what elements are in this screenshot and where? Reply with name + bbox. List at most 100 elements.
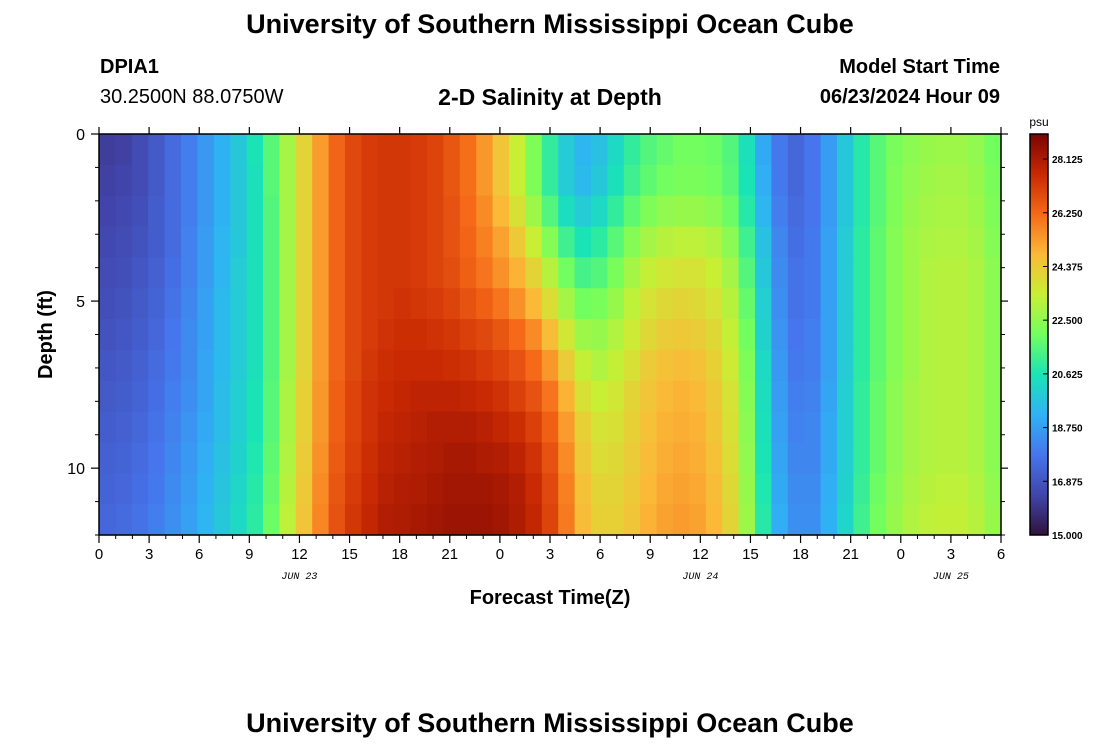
heatmap-cell [591,349,608,382]
heatmap-cell [640,504,658,536]
heatmap-cell [656,411,674,444]
heatmap-cell [525,226,543,258]
heatmap-cell [771,442,789,474]
heatmap-cell [148,195,166,228]
heatmap-cell [492,380,510,413]
heatmap-cell [869,442,887,474]
heatmap-cell [131,380,149,413]
heatmap-cell [459,349,477,382]
heatmap-cell [722,442,740,474]
heatmap-cell [541,257,559,289]
heatmap-cell [361,411,379,444]
heatmap-cell [640,349,658,382]
heatmap-cell [689,288,707,320]
heatmap-cell [263,195,280,228]
heatmap-cell [377,226,395,258]
heatmap-cell [886,226,904,258]
heatmap-cell [295,195,313,228]
heatmap-cell [394,380,412,413]
heatmap-cell [673,134,690,166]
heatmap-cell [804,473,822,505]
heatmap-cell [771,380,789,413]
heatmap-cell [984,319,1002,351]
heatmap-cell [722,504,740,536]
heatmap-cell [394,411,412,444]
heatmap-cell [410,257,428,289]
heatmap-cell [181,442,198,474]
heatmap-cell [377,134,395,166]
heatmap-cell [673,319,690,351]
heatmap-cell [213,504,231,536]
y-tick-label: 10 [67,461,85,478]
heatmap-cell [705,411,723,444]
heatmap-cell [509,442,526,474]
heatmap-cell [541,134,559,166]
heatmap-cell [722,473,740,505]
heatmap-cell [509,319,526,351]
heatmap-cell [148,319,166,351]
heatmap-cell [837,442,854,474]
heatmap-cell [115,319,133,351]
station-coordinates: 30.2500N 88.0750W [100,86,284,108]
heatmap-cell [230,288,248,320]
heatmap-cell [345,380,362,413]
heatmap-cell [591,226,608,258]
date-label: JUN 24 [682,572,718,583]
heatmap-cell [427,134,444,166]
heatmap-cell [148,134,166,166]
x-tick-label: 3 [947,546,955,563]
heatmap-cell [131,257,149,289]
heatmap-cell [181,504,198,536]
heatmap-cell [181,349,198,382]
heatmap-cell [197,442,215,474]
heatmap-cell [705,442,723,474]
colorbar-tick-label: 26.250 [1052,209,1083,220]
heatmap-cell [771,411,789,444]
colorbar-tick-label: 18.750 [1052,424,1083,435]
heatmap-cell [509,349,526,382]
heatmap-cell [591,288,608,320]
heatmap-cell [558,288,576,320]
heatmap-cell [394,473,412,505]
heatmap-cell [804,442,822,474]
heatmap-cell [574,257,592,289]
heatmap-cell [279,257,297,289]
heatmap-cell [213,380,231,413]
heatmap-cell [263,226,280,258]
heatmap-cell [755,226,772,258]
heatmap-cell [197,257,215,289]
heatmap-cell [886,319,904,351]
heatmap-cell [574,134,592,166]
heatmap-cell [689,380,707,413]
heatmap-cell [394,442,412,474]
heatmap-cell [607,411,625,444]
heatmap-cell [230,164,248,197]
heatmap-cell [968,442,986,474]
heatmap-cell [935,226,953,258]
heatmap-cell [525,257,543,289]
heatmap-cell [591,380,608,413]
heatmap-cell [919,473,936,505]
heatmap-cell [607,473,625,505]
heatmap-cell [164,380,182,413]
heatmap-cell [919,195,936,228]
heatmap-cell [984,134,1002,166]
heatmap-cell [328,226,346,258]
heatmap-cell [197,349,215,382]
heatmap-cell [427,319,444,351]
heatmap-cell [574,411,592,444]
heatmap-cell [213,134,231,166]
heatmap-cell [820,504,838,536]
heatmap-cell [902,257,920,289]
heatmap-cell [886,411,904,444]
heatmap-cell [886,257,904,289]
heatmap-cell [968,195,986,228]
heatmap-cell [705,195,723,228]
heatmap-cell [787,134,805,166]
heatmap-cell [968,380,986,413]
heatmap-cell [902,195,920,228]
heatmap-cell [394,257,412,289]
heatmap-cell [902,380,920,413]
heatmap-cell [705,164,723,197]
heatmap-cell [181,473,198,505]
